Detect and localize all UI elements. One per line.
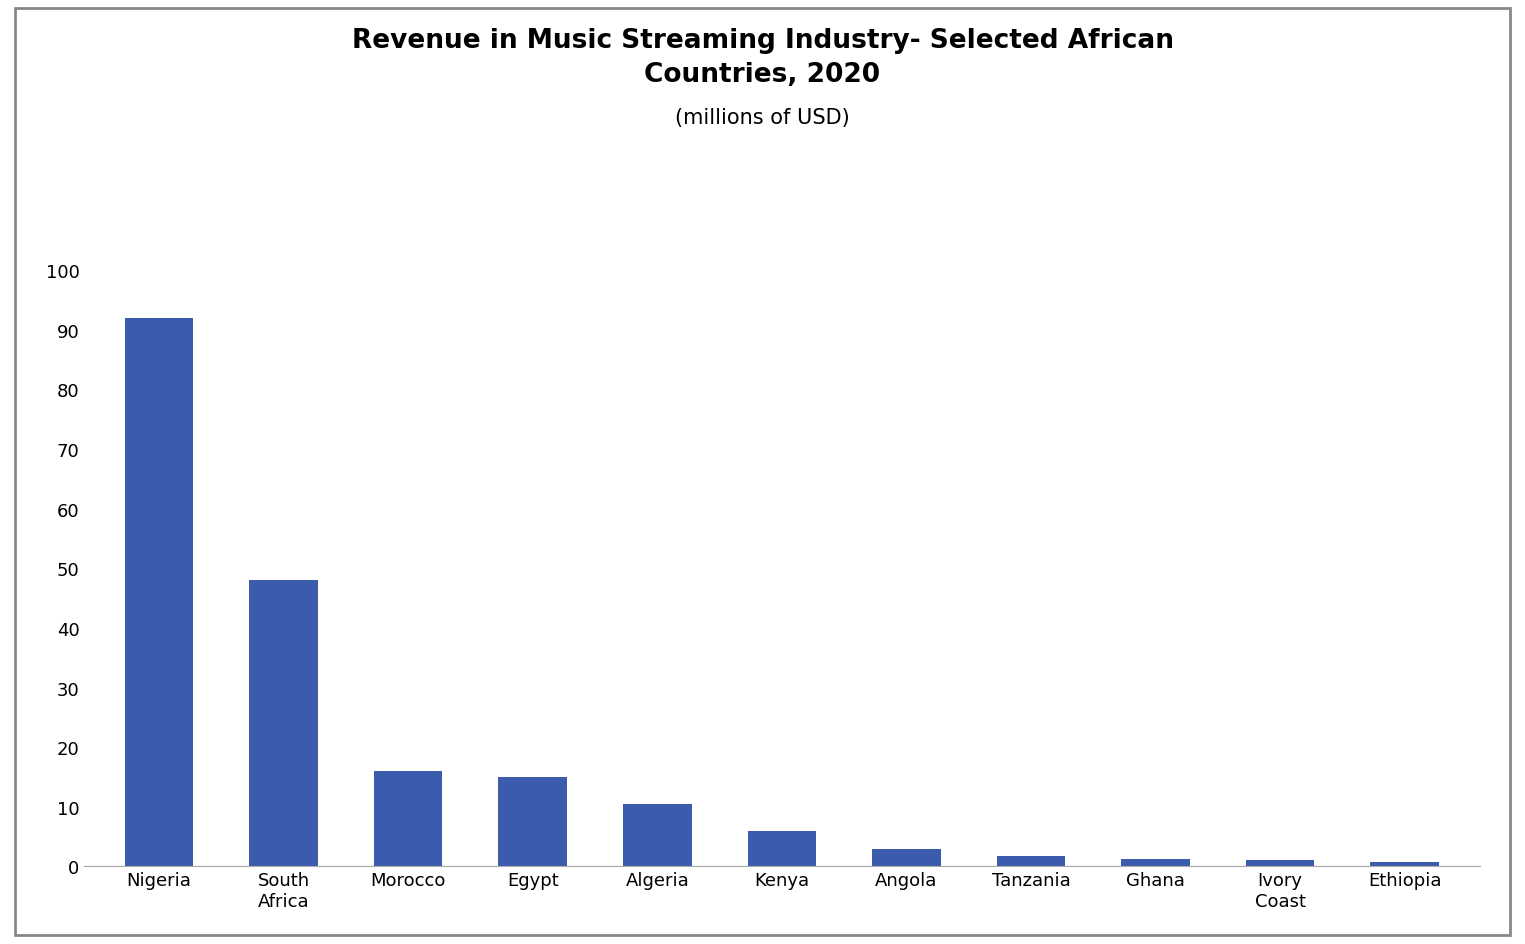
Bar [624, 804, 691, 867]
Bar [997, 856, 1066, 867]
Text: Revenue in Music Streaming Industry- Selected African
Countries, 2020: Revenue in Music Streaming Industry- Sel… [351, 28, 1174, 88]
Bar [1246, 861, 1315, 867]
Bar [125, 318, 194, 867]
Bar [249, 581, 317, 867]
Bar [374, 771, 442, 867]
Bar [499, 777, 567, 867]
Bar [747, 831, 816, 867]
Bar [872, 849, 941, 867]
Bar [1121, 859, 1190, 867]
Bar [1371, 863, 1440, 867]
Text: (millions of USD): (millions of USD) [676, 108, 849, 128]
